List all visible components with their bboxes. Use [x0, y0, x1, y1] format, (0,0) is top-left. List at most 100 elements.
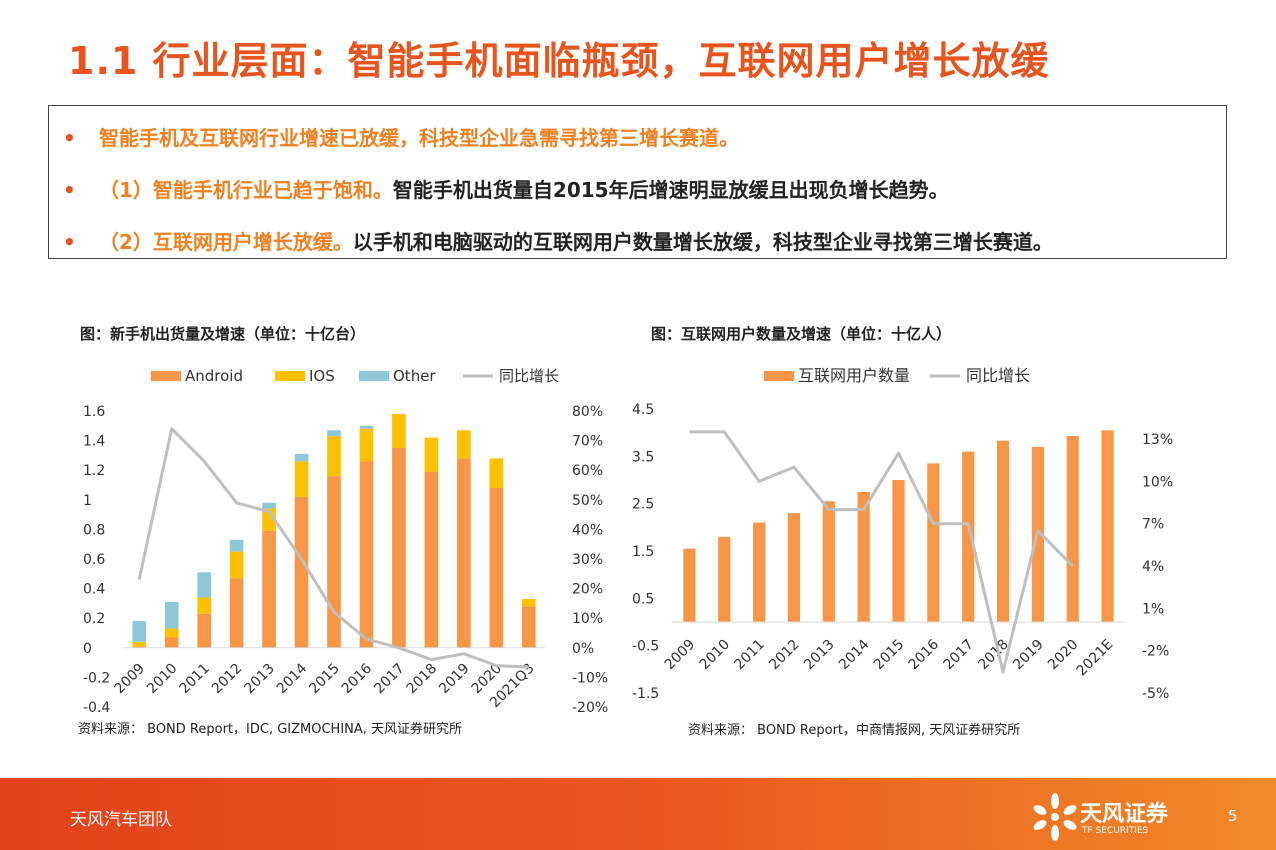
x-tick-label: 2016 — [906, 636, 943, 673]
y2-tick-label: 40% — [572, 522, 603, 538]
y2-tick-label: 7% — [1142, 517, 1164, 533]
bar — [1066, 435, 1079, 622]
y-tick-label: 1 — [83, 493, 92, 509]
bar — [892, 480, 905, 622]
y2-tick-label: -2% — [1142, 644, 1169, 660]
bar — [1101, 430, 1114, 622]
y2-tick-label: 0% — [572, 641, 594, 657]
legend-swatch — [275, 371, 305, 381]
bar — [457, 458, 471, 648]
bar — [327, 476, 341, 648]
y-tick-label: 0.8 — [83, 522, 105, 538]
chart-source-shipments: 资料来源： BOND Report，IDC, GIZMOCHINA, 天风证券研… — [78, 722, 463, 737]
bar — [753, 522, 766, 622]
bar — [718, 536, 731, 622]
bar — [197, 572, 211, 598]
y-tick-label: -1.5 — [632, 686, 659, 702]
brand-name-cn: 天风证券 — [1080, 802, 1169, 827]
y-tick-label: 1.2 — [83, 463, 105, 479]
x-tick-label: 2021E — [1074, 637, 1117, 680]
bar — [822, 501, 835, 622]
bullet-item: • （1）智能手机行业已趋于饱和。智能手机出货量自2015年后增速明显放缓且出现负… — [63, 174, 949, 203]
chart-title-internet-users: 图：互联网用户数量及增速（单位：十亿人） — [651, 325, 952, 343]
bar — [294, 453, 309, 462]
flower-logo-icon — [1033, 793, 1077, 841]
bullet-text: 智能手机出货量自2015年后增速明显放缓且出现负增长趋势。 — [392, 178, 949, 202]
internet-users-chart: 互联网用户数量 同比增长 4.5 3.5 2.5 1.5 0.5 -0.5 -1.5 13% 10%… — [632, 366, 1173, 702]
bullet-marker: • — [63, 230, 76, 254]
bullet-item: • （2）互联网用户增长放缓。以手机和电脑驱动的互联网用户数量增长放缓，科技型企业… — [63, 226, 1053, 255]
bullet-marker: • — [63, 178, 76, 202]
y-tick-label: 2.5 — [632, 497, 654, 513]
bar — [229, 551, 244, 579]
legend-label: IOS — [309, 367, 335, 385]
bar — [996, 440, 1010, 622]
chart-source-internet-users: 资料来源： BOND Report，中商情报网, 天风证券研究所 — [688, 723, 1021, 738]
bar — [457, 430, 471, 459]
bullet-highlight: （2）互联网用户增长放缓。 — [99, 230, 353, 254]
growth-line — [137, 427, 529, 669]
x-tick-label: 2010 — [144, 661, 181, 698]
brand-name-en: TF SECURITIES — [1082, 826, 1149, 836]
bar — [327, 436, 341, 477]
x-tick-label: 2009 — [662, 637, 699, 674]
bar — [962, 451, 975, 622]
bar — [229, 578, 244, 648]
y-tick-label: -0.2 — [83, 670, 110, 686]
x-tick-label: 2019 — [1010, 637, 1047, 674]
page-number: 5 — [1228, 807, 1238, 825]
bar — [424, 437, 439, 472]
y-tick-label: 3.5 — [632, 449, 654, 465]
bullet-text: 以手机和电脑驱动的互联网用户数量增长放缓，科技型企业寻找第三增长赛道。 — [352, 230, 1053, 254]
bar — [489, 458, 504, 488]
bar — [294, 496, 309, 648]
legend-label: 同比增长 — [499, 367, 559, 385]
bar — [787, 513, 801, 622]
bar — [164, 601, 179, 629]
bar — [521, 598, 536, 607]
x-tick-label: 2013 — [801, 637, 838, 674]
x-tick-label: 2019 — [436, 661, 473, 698]
x-tick-label: 2015 — [306, 661, 343, 698]
x-tick-label: 2012 — [766, 637, 803, 674]
bar — [489, 487, 504, 648]
legend-swatch — [359, 371, 389, 381]
shipments-chart: Android IOS Other 同比增长 1.6 1.4 1.2 1 0.8 0.6 0.4 0.… — [83, 367, 608, 716]
page-title: 1.1 行业层面：智能手机面临瓶颈，互联网用户增长放缓 — [68, 39, 1050, 83]
bar — [927, 463, 940, 622]
y2-tick-label: 60% — [572, 463, 603, 479]
bar — [521, 606, 536, 648]
bar — [857, 491, 870, 622]
footer-team-name: 天风汽车团队 — [70, 810, 172, 830]
y2-tick-label: 13% — [1142, 432, 1173, 448]
bar — [392, 448, 406, 648]
y2-tick-label: -10% — [572, 670, 608, 686]
bar — [294, 461, 309, 497]
legend-label: 同比增长 — [966, 366, 1030, 385]
y-tick-label: 1.4 — [83, 434, 105, 450]
y2-tick-label: 1% — [1142, 601, 1164, 617]
x-tick-label: 2017 — [941, 637, 978, 674]
bar — [359, 461, 374, 648]
bar — [132, 641, 147, 647]
y2-tick-label: 50% — [572, 493, 603, 509]
summary-box: • 智能手机及互联网行业增速已放缓，科技型企业急需寻找第三增长赛道。 • （1）智能… — [48, 105, 1227, 259]
bar — [327, 430, 341, 437]
y2-tick-label: 80% — [572, 404, 603, 420]
bullet-highlight: 智能手机及互联网行业增速已放缓，科技型企业急需寻找第三增长赛道。 — [99, 126, 739, 150]
bar — [132, 646, 147, 648]
bar — [359, 428, 374, 462]
x-tick-label: 2014 — [836, 636, 873, 673]
bar — [197, 613, 211, 648]
y-tick-label: 1.6 — [83, 404, 105, 420]
y2-tick-label: -20% — [572, 700, 608, 716]
legend-swatch — [151, 371, 181, 381]
y2-tick-label: 20% — [572, 582, 603, 598]
bar — [132, 621, 147, 642]
bar — [164, 628, 179, 638]
chart-title-shipments: 图：新手机出货量及增速（单位：十亿台） — [80, 325, 366, 343]
footer-bar: 天风汽车团队 天风证券 TF SECURITIES 5 — [0, 778, 1276, 850]
y-tick-label: 0.5 — [632, 591, 654, 607]
bullet-marker: • — [63, 126, 76, 150]
bullet-highlight: （1）智能手机行业已趋于饱和。 — [99, 178, 393, 202]
